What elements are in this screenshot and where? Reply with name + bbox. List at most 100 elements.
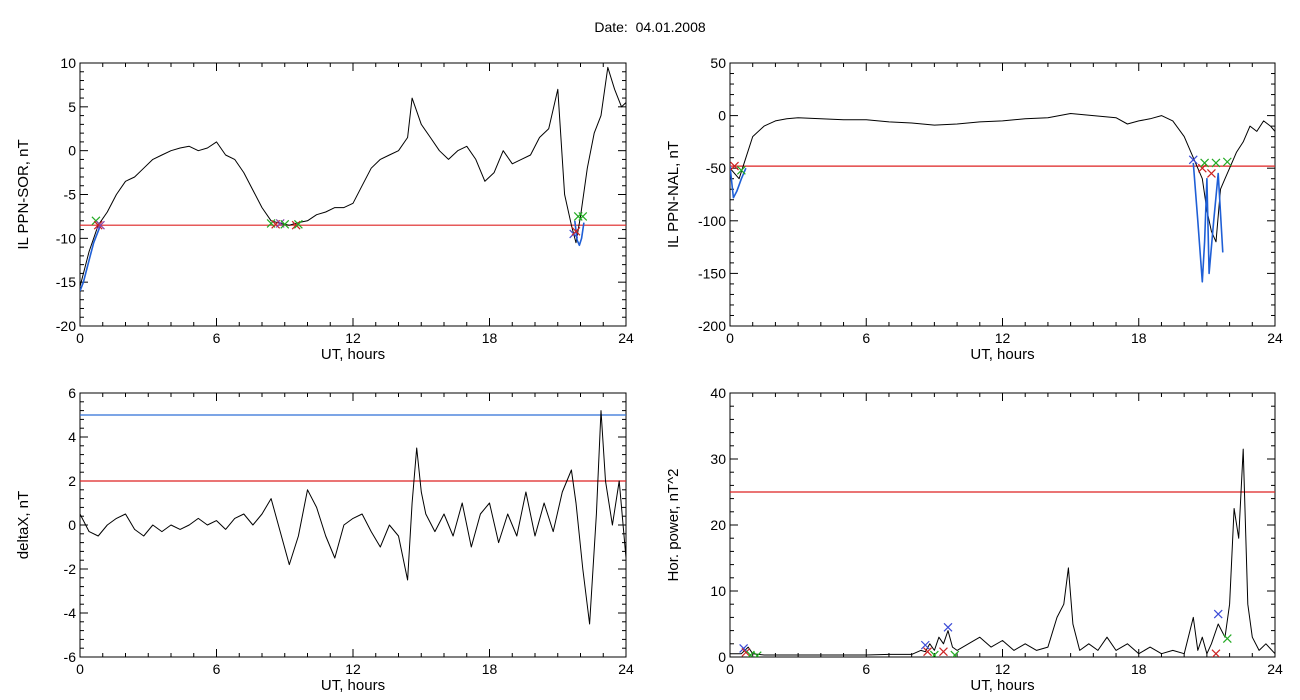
event-marker [1213, 609, 1223, 619]
event-marker-stroke [741, 647, 751, 657]
event-marker-stroke [730, 161, 739, 171]
event-marker [739, 643, 749, 653]
y-tick-label: 2 [68, 473, 76, 489]
event-marker-stroke [943, 622, 953, 632]
x-axis-label: UT, hours [321, 346, 385, 363]
x-tick-label: 0 [76, 661, 84, 677]
event-marker-stroke [1200, 158, 1210, 168]
y-tick-label: 30 [710, 451, 726, 467]
event-marker-stroke [571, 226, 581, 236]
y-axis-label: Hor. power, nT^2 [665, 469, 682, 582]
x-tick-label: 6 [213, 330, 221, 346]
series-line-1 [730, 113, 1275, 243]
event-marker [1211, 649, 1221, 657]
series-line-3 [574, 220, 585, 247]
y-tick-label: 40 [710, 385, 726, 401]
y-tick-label: 6 [68, 385, 76, 401]
event-marker [1206, 169, 1216, 178]
x-axis-label: UT, hours [970, 677, 1034, 694]
x-tick-label: 24 [1267, 661, 1283, 677]
x-tick-label: 18 [482, 330, 498, 346]
y-axis-label: deltaX, nT [15, 491, 32, 559]
event-marker-stroke [1197, 163, 1207, 173]
y-tick-label: -2 [64, 561, 77, 577]
series-line-1 [730, 448, 1275, 656]
y-tick-label: 10 [60, 55, 76, 71]
event-marker [96, 220, 105, 230]
event-marker-stroke [939, 647, 948, 657]
series-line-1 [80, 66, 626, 287]
plot-frame [729, 62, 1276, 327]
y-tick-label: -10 [56, 230, 76, 246]
event-marker-stroke [1222, 157, 1232, 167]
event-marker-stroke [736, 165, 746, 175]
y-tick-label: 0 [68, 143, 76, 159]
event-marker-stroke [266, 219, 276, 228]
y-tick-label: 0 [718, 108, 726, 124]
event-marker-stroke [275, 219, 285, 228]
plot-frame [79, 62, 627, 327]
x-tick-label: 6 [862, 330, 870, 346]
event-marker-stroke [1206, 169, 1216, 178]
x-tick-label: 24 [618, 661, 634, 677]
x-tick-label: 0 [726, 661, 734, 677]
x-tick-label: 18 [1131, 661, 1147, 677]
y-tick-label: -150 [698, 265, 726, 281]
y-axis-label: IL PPN-SOR, nT [15, 139, 32, 249]
x-tick-label: 6 [862, 661, 870, 677]
event-marker [939, 647, 948, 657]
event-marker-stroke [93, 220, 103, 230]
event-marker [1197, 163, 1207, 173]
event-marker-stroke [1213, 609, 1223, 619]
event-marker [730, 161, 739, 171]
chart-panel-1: 0 6 12 18 24 -20 -15 -10 -5 0 5 10 UT, hours IL PPN-S… [15, 55, 634, 363]
event-marker-stroke [293, 219, 303, 229]
event-marker-stroke [280, 219, 290, 229]
y-tick-label: -200 [698, 318, 726, 334]
event-marker-stroke [1211, 158, 1221, 168]
event-marker-stroke [951, 650, 960, 657]
series-line-1 [80, 410, 626, 625]
event-marker-stroke [739, 643, 749, 653]
event-marker-stroke [1222, 634, 1232, 643]
x-tick-label: 12 [995, 330, 1011, 346]
y-tick-label: -50 [706, 160, 726, 176]
x-tick-label: 0 [76, 330, 84, 346]
y-tick-label: -15 [56, 274, 76, 290]
series-line-3 [1192, 162, 1224, 283]
event-marker-stroke [1188, 155, 1198, 165]
event-marker [1222, 634, 1232, 643]
event-marker [923, 647, 932, 657]
event-marker-stroke [578, 211, 588, 221]
event-marker [752, 651, 762, 657]
event-marker [1222, 157, 1232, 167]
y-tick-label: 5 [68, 99, 76, 115]
y-tick-label: -6 [64, 649, 77, 665]
x-tick-label: 24 [1267, 330, 1283, 346]
y-tick-label: -4 [64, 605, 77, 621]
event-marker [578, 211, 588, 221]
event-marker [1200, 158, 1210, 168]
event-marker [1188, 155, 1198, 165]
event-marker-stroke [920, 640, 930, 650]
event-marker [573, 211, 583, 221]
x-tick-label: 0 [726, 330, 734, 346]
event-marker [280, 219, 290, 229]
event-marker [929, 650, 939, 657]
plot-frame [79, 392, 627, 658]
event-marker-stroke [291, 220, 301, 230]
page-title: Date: 04.01.2008 [594, 19, 706, 35]
plot-area [730, 448, 1275, 657]
y-tick-label: 4 [68, 429, 76, 445]
x-tick-label: 12 [995, 661, 1011, 677]
event-marker [920, 640, 930, 650]
event-marker [741, 647, 751, 657]
x-tick-label: 18 [1131, 330, 1147, 346]
y-tick-label: 0 [718, 649, 726, 665]
event-marker [93, 220, 103, 230]
y-tick-label: 20 [710, 517, 726, 533]
chart-panel-2: 0 6 12 18 24 -200 -150 -100 -50 0 50 UT, hours IL PP… [665, 55, 1283, 363]
event-marker [943, 622, 953, 632]
